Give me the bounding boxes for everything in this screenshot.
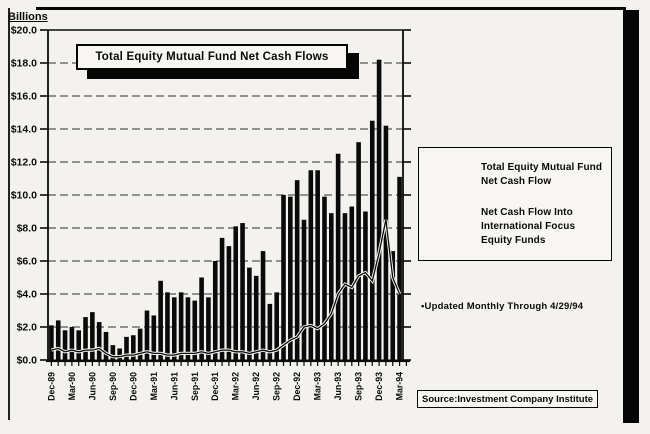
legend-label-international-flows: Net Cash Flow Into International Focus E…: [481, 207, 576, 246]
svg-text:Dec-91: Dec-91: [210, 372, 220, 401]
svg-text:$6.0: $6.0: [17, 256, 38, 268]
right-black-band: [623, 10, 639, 423]
chart-title-box: Total Equity Mutual Fund Net Cash Flows: [76, 44, 348, 70]
svg-text:$10.0: $10.0: [11, 190, 37, 202]
svg-text:$4.0: $4.0: [17, 289, 38, 301]
svg-text:Mar-91: Mar-91: [149, 372, 159, 400]
svg-text:Sep-91: Sep-91: [190, 372, 200, 401]
svg-text:Jun-93: Jun-93: [333, 372, 343, 400]
svg-text:Mar-92: Mar-92: [231, 372, 241, 400]
chart-title: Total Equity Mutual Fund Net Cash Flows: [95, 51, 329, 63]
svg-text:Mar-93: Mar-93: [313, 372, 323, 400]
left-border-rule: [8, 8, 10, 420]
bar-series: [49, 59, 402, 360]
svg-text:Mar-94: Mar-94: [395, 372, 405, 400]
svg-text:Sep-90: Sep-90: [108, 372, 118, 401]
source-box: Source:Investment Company Institute: [417, 390, 599, 408]
legend-item-international-flows: Net Cash Flow Into International Focus E…: [429, 206, 603, 248]
svg-text:Sep-93: Sep-93: [354, 372, 364, 401]
svg-text:Mar-90: Mar-90: [67, 372, 77, 400]
svg-text:$12.0: $12.0: [11, 157, 37, 169]
svg-text:Sep-92: Sep-92: [272, 372, 282, 401]
svg-text:Jun-92: Jun-92: [251, 372, 261, 400]
y-axis-unit-label: Billions: [8, 11, 48, 23]
svg-text:$8.0: $8.0: [17, 223, 38, 235]
svg-text:Dec-92: Dec-92: [292, 372, 302, 401]
line-series-casing: [51, 219, 402, 359]
updated-note: •Updated Monthly Through 4/29/94: [421, 301, 584, 312]
svg-text:$14.0: $14.0: [11, 124, 37, 136]
svg-text:$2.0: $2.0: [17, 322, 38, 334]
legend: Total Equity Mutual Fund Net Cash Flow N…: [418, 147, 612, 261]
svg-text:$18.0: $18.0: [11, 58, 37, 70]
svg-text:Dec-89: Dec-89: [46, 372, 56, 401]
line-series: [51, 219, 401, 358]
svg-text:Jun-90: Jun-90: [87, 372, 97, 400]
svg-text:$0.0: $0.0: [17, 355, 38, 367]
svg-text:$16.0: $16.0: [11, 91, 37, 103]
svg-text:Jun-91: Jun-91: [169, 372, 179, 400]
svg-text:Dec-93: Dec-93: [374, 372, 384, 401]
legend-item-total-flows: Total Equity Mutual Fund Net Cash Flow: [429, 161, 603, 189]
top-border-rule: [36, 7, 626, 10]
svg-text:Dec-90: Dec-90: [128, 372, 138, 401]
svg-text:$20.0: $20.0: [11, 25, 37, 37]
legend-label-total-flows: Total Equity Mutual Fund Net Cash Flow: [481, 162, 603, 187]
